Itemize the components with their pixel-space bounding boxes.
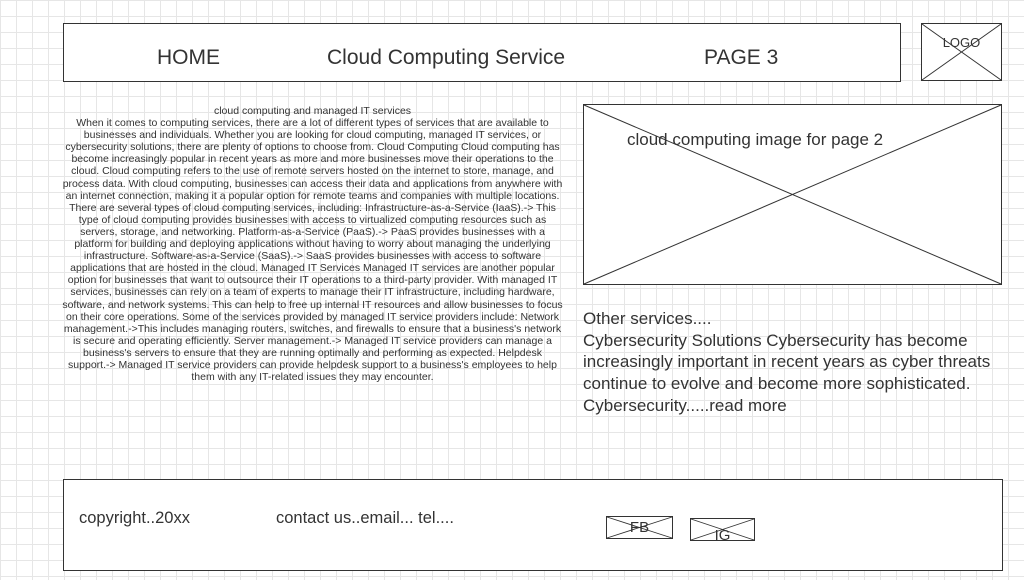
image-placeholder-label: cloud computing image for page 2 [627,130,884,149]
instagram-icon [690,518,755,541]
placeholder-cross-icon [583,104,1002,285]
contact-info[interactable]: contact us..email... tel.... [276,509,454,527]
nav-home-link[interactable]: HOME [157,46,220,69]
article-title: cloud computing and managed IT services [213,105,412,117]
nav-page-3-link[interactable]: PAGE 3 [704,46,779,69]
article-text-block: cloud computing and managed IT services … [62,105,563,435]
placeholder-cross-icon [921,23,1002,81]
header-nav-bar: HOME Cloud Computing Service PAGE 3 [63,23,901,82]
nav-cloud-computing-service-link[interactable]: Cloud Computing Service [327,46,566,69]
footer: copyright..20xx contact us..email... tel… [63,479,1003,571]
logo-label: LOGO [942,35,981,50]
copyright-text: copyright..20xx [79,509,190,527]
facebook-button[interactable]: FB [606,516,673,539]
cloud-image-placeholder: cloud computing image for page 2 [583,104,1002,285]
other-services-section: Other services.... Cybersecurity Solutio… [583,308,1008,418]
other-services-title: Other services.... [583,309,712,328]
instagram-label: IG [714,527,731,544]
facebook-label: FB [629,519,650,536]
instagram-button[interactable]: IG [690,518,755,544]
article-body: When it comes to computing services, the… [62,117,563,384]
logo-placeholder[interactable]: LOGO [921,23,1002,81]
facebook-icon [606,516,673,539]
other-services-body[interactable]: Cybersecurity Solutions Cybersecurity ha… [583,330,991,415]
